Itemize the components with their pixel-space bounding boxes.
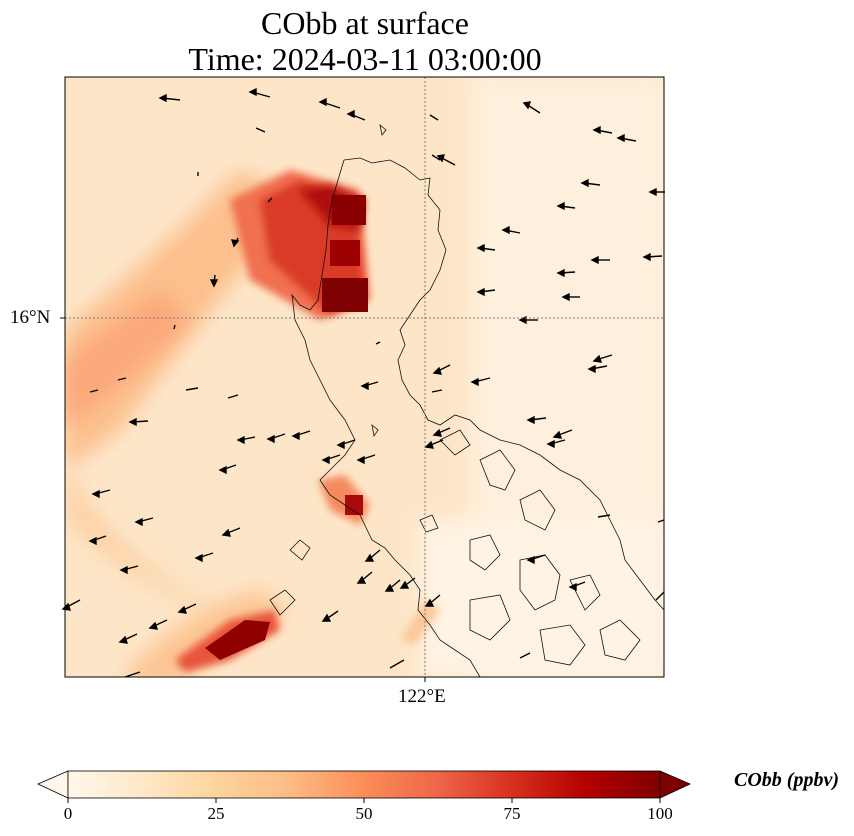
wind-arrow [119,565,139,575]
wind-arrow [336,439,356,450]
wind-arrow [173,324,176,330]
wind-arrow [432,427,451,437]
wind-arrow [185,387,199,391]
wind-arrow [476,243,496,253]
wind-arrow [432,364,451,375]
wind-arrow [321,610,339,622]
wind-arrow [88,535,107,546]
wind-arrow [568,581,586,592]
colorbar-label: CObb (ppbv) [734,769,839,791]
wind-arrow [616,133,637,143]
colorbar-extend-min [37,770,69,799]
wind-arrow [118,633,138,644]
wind-arrow [431,154,441,161]
wind-arrow [360,381,379,391]
wind-arrow [248,87,271,98]
concentration-field [65,77,664,677]
wind-arrow [389,659,405,669]
wind-arrow [117,377,127,381]
wind-arrow [236,435,256,445]
wind-arrow [522,101,541,114]
wind-arrow [657,519,665,523]
wind-arrow [642,252,663,262]
wind-arrow [364,549,381,562]
colorbar-tick-label: 100 [647,804,673,823]
wind-arrow [134,517,154,527]
wind-arrow [648,187,665,197]
lon-tick-label: 122°E [398,686,446,707]
wind-arrow [346,109,366,121]
wind-arrow [546,439,566,449]
wind-arrow [556,268,576,278]
colorbar-gradient [67,770,661,799]
wind-arrow [266,433,286,444]
wind-arrow [526,415,547,425]
wind-arrow [158,93,181,103]
map-title: CObb at surface [261,5,469,41]
wind-arrow [375,341,381,345]
colorbar-tick-label: 75 [503,804,521,823]
wind-arrow [592,125,613,135]
wind-arrow [526,554,546,565]
wind-arrow [476,287,496,297]
wind-arrow [124,671,141,678]
colorbar-tick-label: 0 [63,804,73,823]
wind-arrow [587,364,608,374]
wind-arrow [519,652,531,659]
wind-arrow [436,154,456,166]
wind-arrow [424,439,444,449]
wind-arrow [399,577,416,589]
wind-arrow [89,389,99,393]
wind-arrow [424,594,441,607]
wind-arrow [356,454,376,465]
wind-arrow [556,201,576,211]
wind-arrow [580,178,601,188]
wind-arrow [318,97,341,109]
wind-arrow [177,603,197,614]
colorbar-tick-label: 25 [207,804,225,823]
wind-arrow [592,354,613,363]
wind-arrow [597,514,611,518]
wind-arrow [561,292,580,302]
wind-arrow [230,237,240,248]
wind-arrow [501,225,521,235]
wind-arrow [221,527,241,537]
wind-arrow [128,417,149,427]
wind-vectors [61,87,665,678]
colorbar-extend-max [659,770,691,799]
wind-arrow [356,571,373,584]
wind-arrow [227,394,239,399]
wind-arrow [218,464,237,475]
map-time-subtitle: Time: 2024-03-11 03:00:00 [188,41,542,77]
gridlines [65,77,664,677]
wind-arrow [291,430,311,441]
wind-arrow [148,619,168,630]
wind-arrow [194,552,214,563]
wind-arrow [429,114,439,121]
colorbar-tick-label: 50 [355,804,373,823]
wind-arrow [209,274,219,288]
wind-arrow [590,255,610,265]
wind-arrow [470,377,491,387]
wind-arrow [552,429,573,439]
coastline [269,123,664,677]
wind-arrow [384,579,401,592]
wind-arrow [321,454,341,465]
wind-arrow [267,197,273,203]
wind-arrow [91,489,111,499]
lat-tick-label: 16°N [10,307,51,328]
wind-arrow [655,591,665,601]
wind-arrow [431,389,443,393]
wind-arrow [255,127,266,133]
map-frame [64,76,665,678]
colorbar [37,770,691,803]
